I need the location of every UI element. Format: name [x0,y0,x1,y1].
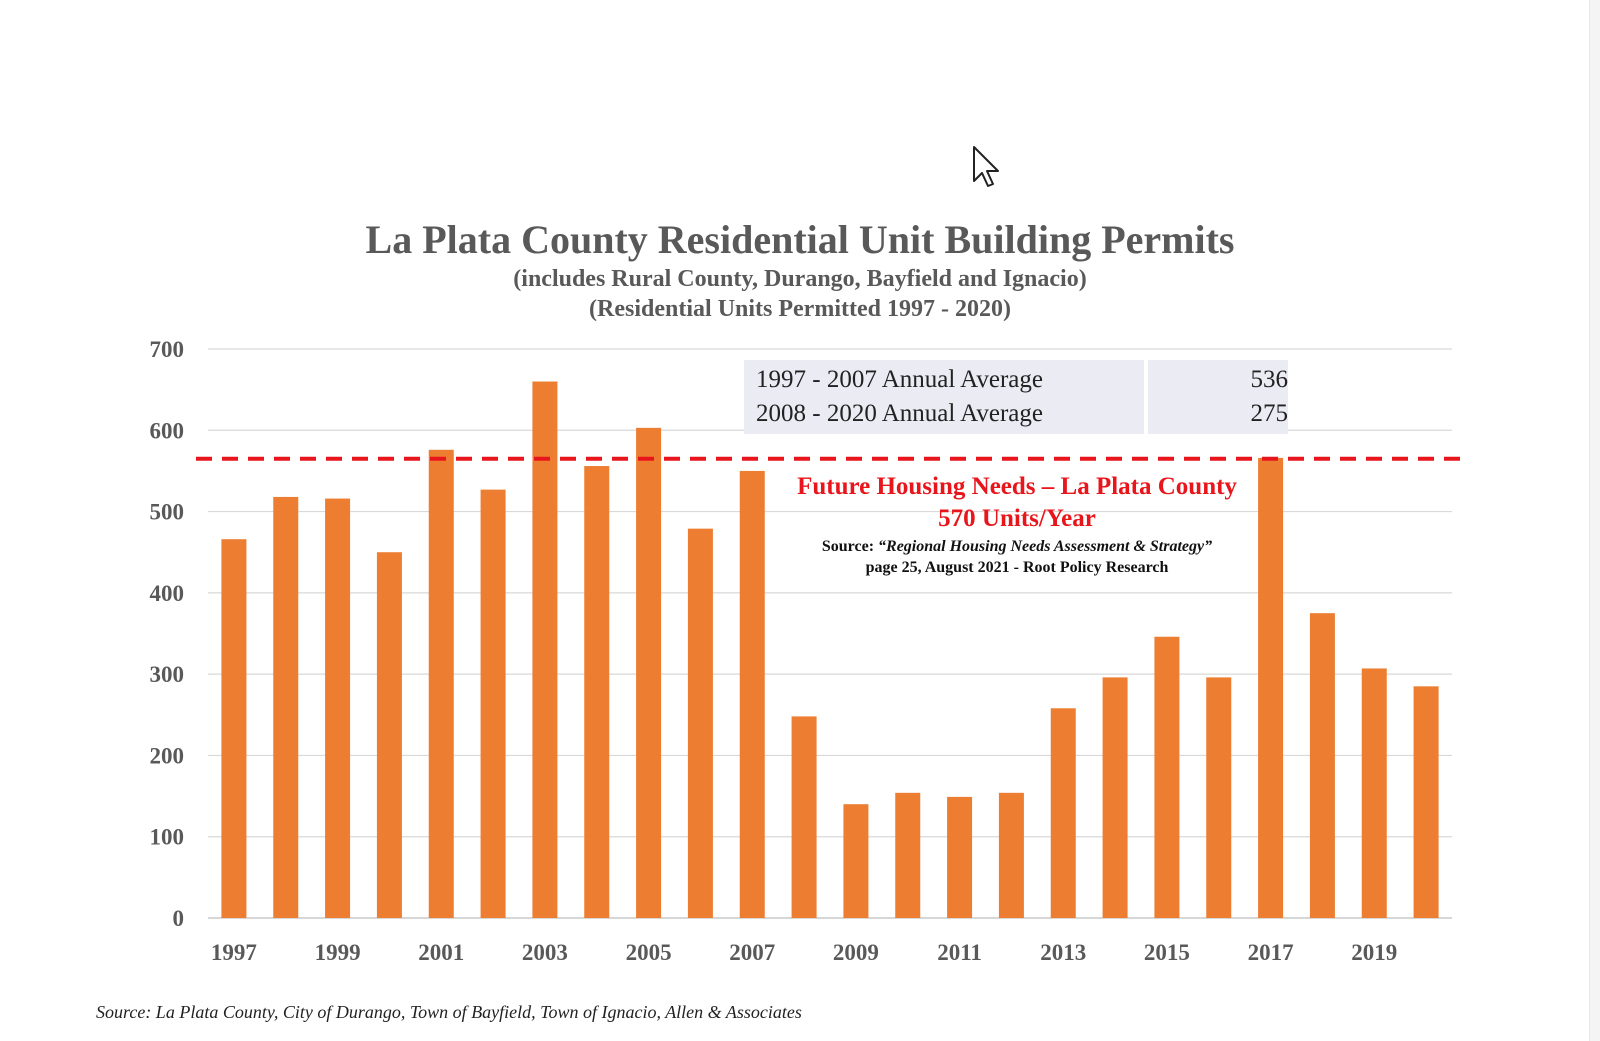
x-tick-label: 2017 [1248,940,1294,965]
bar-2017 [1258,457,1284,918]
bar-2006 [687,528,713,918]
bar-2014 [1102,677,1128,918]
needs-source-prefix: Source: [821,538,879,555]
needs-source-line-2: page 25, August 2021 - Root Policy Resea… [865,559,1169,576]
bar-2011 [947,796,973,918]
x-tick-label: 2001 [418,940,464,965]
average-value-2008-2020: 275 [1250,400,1289,427]
future-needs-label: Future Housing Needs – La Plata County [797,473,1237,500]
bar-2015 [1154,636,1180,918]
bar-2016 [1206,677,1232,918]
needs-source-line-1: Source: “Regional Housing Needs Assessme… [742,538,1292,556]
y-axis-ticks: 0 100 200 300 400 500 600 700 [150,337,185,931]
bar-2000 [376,552,402,918]
bar-2004 [584,466,610,918]
bar-2018 [1309,613,1335,918]
bar-2003 [532,381,558,918]
bar-2002 [480,489,506,918]
x-tick-label: 2009 [833,940,879,965]
bar-2012 [998,792,1024,918]
future-needs-rate: 570 Units/Year [938,505,1096,532]
mouse-pointer-icon [973,146,999,187]
y-tick-label: 600 [150,418,185,443]
x-tick-label: 2015 [1144,940,1190,965]
x-tick-label: 1999 [315,940,361,965]
chart-subtitle-1: (includes Rural County, Durango, Bayfiel… [513,266,1087,292]
bar-2019 [1361,668,1387,918]
footer-source: Source: La Plata County, City of Durango… [96,1002,802,1022]
y-tick-label: 400 [150,581,185,606]
y-tick-label: 300 [150,662,185,687]
average-label-2008-2020: 2008 - 2020 Annual Average [756,400,1043,427]
bar-1999 [325,498,351,918]
bars [221,381,1439,918]
chart-subtitle-2: (Residential Units Permitted 1997 - 2020… [589,296,1011,322]
grid-lines [208,348,1452,919]
y-tick-label: 500 [150,500,185,525]
needs-source-title: “Regional Housing Needs Assessment & Str… [878,538,1213,555]
x-tick-label: 1997 [211,940,257,965]
y-tick-label: 0 [173,906,185,931]
x-tick-label: 2019 [1351,940,1397,965]
x-tick-label: 2011 [937,940,982,965]
average-value-1997-2007: 536 [1250,366,1289,393]
window-edge [1589,0,1600,1041]
y-tick-label: 700 [150,337,185,362]
x-tick-label: 2007 [729,940,775,965]
average-label-1997-2007: 1997 - 2007 Annual Average [756,366,1043,393]
bar-2001 [428,449,454,918]
bar-1997 [221,539,247,918]
bar-1998 [273,496,299,918]
bar-2009 [843,804,869,918]
chart-title: La Plata County Residential Unit Buildin… [365,217,1235,262]
bar-2013 [1050,708,1076,918]
bar-2008 [791,716,817,918]
bar-2010 [895,792,921,918]
y-tick-label: 200 [150,743,185,768]
x-tick-label: 2013 [1040,940,1086,965]
bar-2007 [739,470,765,918]
bar-2020 [1413,686,1439,918]
averages-table-divider [1144,360,1148,434]
y-tick-label: 100 [150,825,185,850]
bar-2005 [636,427,662,918]
x-tick-label: 2003 [522,940,568,965]
x-axis-ticks: 1997 1999 2001 2003 2005 2007 2009 2011 2013 2015… [211,940,1397,965]
x-tick-label: 2005 [626,940,672,965]
averages-table [744,360,1288,434]
